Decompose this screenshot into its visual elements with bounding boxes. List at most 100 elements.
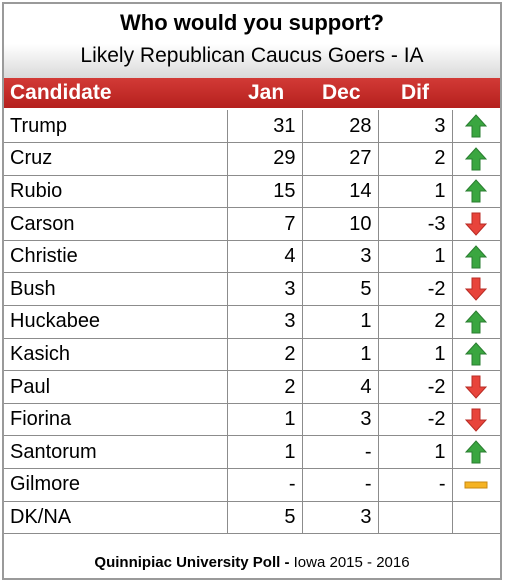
down-arrow-icon xyxy=(465,375,488,399)
dif-value: 1 xyxy=(378,338,453,372)
jan-value: 5 xyxy=(227,501,303,535)
trend-cell xyxy=(452,435,500,470)
dec-value: 1 xyxy=(302,305,379,339)
dec-value: 27 xyxy=(302,142,379,176)
source-footer: Quinnipiac University Poll - Iowa 2015 -… xyxy=(4,554,500,571)
down-arrow-icon xyxy=(465,277,488,302)
candidate-name: Bush xyxy=(4,272,228,307)
candidate-name: Christie xyxy=(4,240,228,274)
dif-value: 3 xyxy=(378,110,453,144)
trend-cell xyxy=(452,338,500,372)
candidate-name: Cruz xyxy=(4,142,228,176)
candidate-name: Trump xyxy=(4,110,228,144)
table-row: Christie 4 3 1 xyxy=(4,240,500,274)
up-arrow-icon xyxy=(465,342,488,366)
trend-cell xyxy=(452,142,500,176)
jan-value: 31 xyxy=(227,110,303,144)
trend-cell xyxy=(452,305,500,339)
table-row: Paul 2 4 -2 xyxy=(4,370,500,404)
dif-value: -3 xyxy=(378,207,453,241)
dec-value: - xyxy=(302,468,379,502)
trend-cell xyxy=(452,175,500,209)
dif-value xyxy=(378,501,453,535)
trend-cell xyxy=(452,240,500,274)
trend-cell xyxy=(452,207,500,241)
up-arrow-icon xyxy=(465,147,488,171)
up-arrow-icon xyxy=(465,114,488,138)
header-candidate: Candidate xyxy=(10,81,112,104)
trend-cell xyxy=(452,272,500,307)
table-row: DK/NA 5 3 xyxy=(4,501,500,535)
candidate-name: Santorum xyxy=(4,435,228,470)
candidate-name: Carson xyxy=(4,207,228,241)
trend-cell xyxy=(452,501,500,535)
jan-value: 1 xyxy=(227,403,303,437)
candidate-name: Gilmore xyxy=(4,468,228,502)
dec-value: 4 xyxy=(302,370,379,404)
poll-table-body: Trump 31 28 3 Cruz 29 27 2 Rubio 15 14 1 Carson 7 10 -3… xyxy=(4,110,500,535)
table-row: Bush 3 5 -2 xyxy=(4,272,500,307)
jan-value: 2 xyxy=(227,338,303,372)
dec-value: - xyxy=(302,435,379,470)
candidate-name: Fiorina xyxy=(4,403,228,437)
dec-value: 1 xyxy=(302,338,379,372)
poll-table: Trump 31 28 3 Cruz 29 27 2 Rubio 15 14 1 Carson 7 10 -3… xyxy=(4,110,500,535)
poll-card: Who would you support? Likely Republican… xyxy=(2,2,502,580)
table-row: Huckabee 3 1 2 xyxy=(4,305,500,339)
dif-value: 1 xyxy=(378,240,453,274)
chart-title: Who would you support? xyxy=(120,10,384,35)
header-dec: Dec xyxy=(322,81,361,104)
jan-value: 3 xyxy=(227,305,303,339)
table-row: Fiorina 1 3 -2 xyxy=(4,403,500,437)
up-arrow-icon xyxy=(465,179,488,203)
source-detail: Iowa 2015 - 2016 xyxy=(289,554,410,571)
header-dif: Dif xyxy=(401,81,429,104)
table-row: Rubio 15 14 1 xyxy=(4,175,500,209)
dec-value: 5 xyxy=(302,272,379,307)
down-arrow-icon xyxy=(465,212,488,236)
dec-value: 3 xyxy=(302,240,379,274)
header-jan: Jan xyxy=(248,81,285,104)
table-row: Carson 7 10 -3 xyxy=(4,207,500,241)
no-change-bar-icon xyxy=(464,481,488,489)
dif-value: -2 xyxy=(378,403,453,437)
candidate-name: Rubio xyxy=(4,175,228,209)
candidate-name: Huckabee xyxy=(4,305,228,339)
jan-value: - xyxy=(227,468,303,502)
dec-value: 14 xyxy=(302,175,379,209)
table-row: Santorum 1-1 xyxy=(4,435,500,470)
dif-value: 1 xyxy=(378,435,453,470)
trend-cell xyxy=(452,370,500,404)
up-arrow-icon xyxy=(465,310,488,334)
jan-value: 4 xyxy=(227,240,303,274)
jan-value: 1 xyxy=(227,435,303,470)
dif-value: 2 xyxy=(378,142,453,176)
trend-cell xyxy=(452,110,500,144)
dec-value: 10 xyxy=(302,207,379,241)
dec-value: 3 xyxy=(302,501,379,535)
up-arrow-icon xyxy=(465,244,488,269)
trend-cell xyxy=(452,403,500,437)
up-arrow-icon xyxy=(465,440,488,464)
dec-value: 28 xyxy=(302,110,379,144)
candidate-name: Kasich xyxy=(4,338,228,372)
trend-cell xyxy=(452,468,500,502)
dif-value: 2 xyxy=(378,305,453,339)
table-header: Candidate Jan Dec Dif xyxy=(4,78,500,108)
table-row: Trump 31 28 3 xyxy=(4,110,500,144)
dif-value: -2 xyxy=(378,272,453,307)
candidate-name: DK/NA xyxy=(4,501,228,535)
jan-value: 7 xyxy=(227,207,303,241)
jan-value: 15 xyxy=(227,175,303,209)
jan-value: 2 xyxy=(227,370,303,404)
candidate-name: Paul xyxy=(4,370,228,404)
chart-subtitle: Likely Republican Caucus Goers - IA xyxy=(80,44,424,67)
table-row: Gilmore - - - xyxy=(4,468,500,502)
jan-value: 3 xyxy=(227,272,303,307)
table-row: Kasich 2 1 1 xyxy=(4,338,500,372)
dif-value: 1 xyxy=(378,175,453,209)
jan-value: 29 xyxy=(227,142,303,176)
source-name: Quinnipiac University Poll - xyxy=(94,554,290,571)
dec-value: 3 xyxy=(302,403,379,437)
dif-value: -2 xyxy=(378,370,453,404)
